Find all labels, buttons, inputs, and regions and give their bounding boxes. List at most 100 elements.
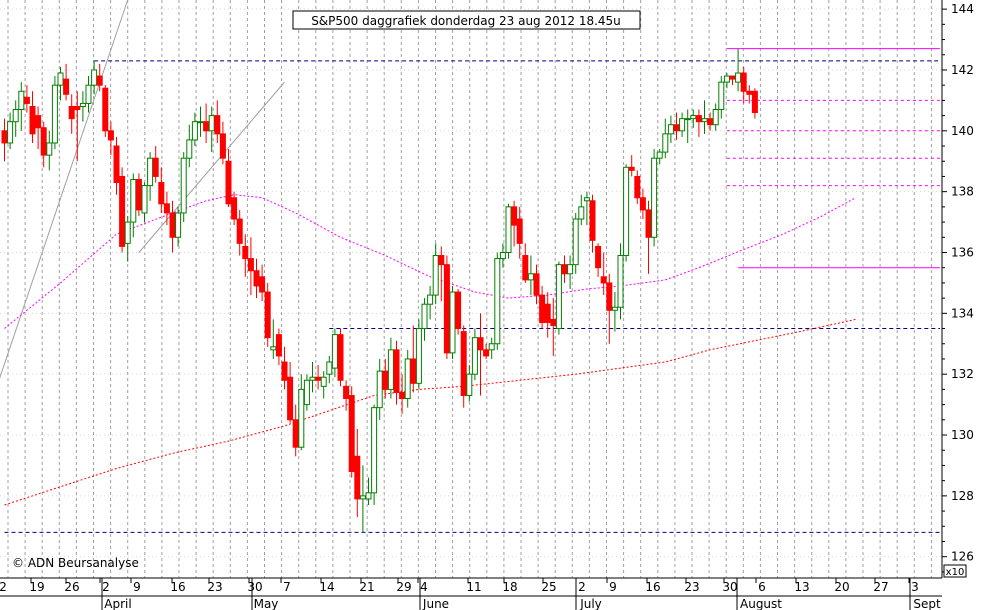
- candle-body-down: [410, 358, 417, 384]
- candle-body-down: [343, 385, 350, 400]
- candle-body-up: [79, 102, 86, 107]
- moving-average-long: [4, 318, 856, 506]
- candle-body-up: [51, 84, 58, 144]
- candle-body-down: [264, 291, 271, 339]
- x-day-label: 26: [64, 580, 79, 594]
- candle-body-up: [147, 157, 154, 187]
- candle-body-up: [499, 251, 506, 260]
- candle-body-up: [91, 69, 98, 86]
- x-day-label: 16: [645, 580, 660, 594]
- y-tick-label: 132: [951, 367, 974, 381]
- x-day-label: 23: [207, 580, 222, 594]
- candle-body-up: [180, 157, 187, 214]
- y-tick-label: 140: [951, 124, 974, 138]
- candle-body-down: [225, 160, 232, 205]
- x-axis: 2 19 26 2 9 16 23 30 7 14 21 29 4 11 18 25 2 9 16 23 30 6 13 20…: [0, 578, 941, 610]
- candle-body-up: [270, 346, 277, 351]
- candle-body-down: [68, 105, 75, 120]
- candle-body-down: [281, 361, 288, 381]
- trend-channel-lines: [0, 0, 285, 379]
- x-day-label: 19: [29, 580, 44, 594]
- candle-body-up: [488, 343, 495, 351]
- candle-body-up: [57, 72, 64, 86]
- y-tick-label: 138: [951, 185, 974, 199]
- candle-body-down: [561, 264, 568, 275]
- x-day-label: 21: [359, 580, 374, 594]
- candle-body-up: [191, 121, 198, 141]
- x-day-label: 16: [170, 580, 185, 594]
- x-month-label: May: [254, 597, 279, 610]
- x-month-label: August: [740, 597, 782, 610]
- moving-average-short: [4, 194, 856, 329]
- candle-body-up: [85, 84, 92, 104]
- candle-body-down: [158, 182, 165, 205]
- candle-body-up: [18, 90, 25, 111]
- candle-body-down: [645, 209, 652, 238]
- candle-body-down: [443, 264, 450, 354]
- candle-body-down: [107, 130, 114, 141]
- candle-body-up: [667, 124, 674, 135]
- candle-body-down: [382, 370, 389, 390]
- candle-body-down: [135, 178, 142, 211]
- candle-body-up: [432, 255, 439, 296]
- candle-body-down: [354, 455, 361, 500]
- candle-body-up: [359, 495, 366, 500]
- candle-body-up: [690, 115, 697, 120]
- candle-body-down: [23, 96, 30, 104]
- candle-body-down: [337, 334, 344, 381]
- x-day-label: 9: [133, 580, 141, 594]
- candle-body-up: [124, 221, 131, 244]
- title-box: [292, 10, 641, 30]
- candle-body-down: [606, 282, 613, 311]
- y-tick-label: 142: [951, 63, 974, 77]
- candle-body-down: [275, 334, 282, 357]
- candle-body-down: [740, 72, 747, 92]
- candle-body-down: [673, 124, 680, 132]
- x-day-label: 30: [247, 580, 262, 594]
- candle-body-down: [119, 175, 126, 247]
- candle-body-up: [12, 109, 19, 123]
- candle-body-down: [203, 121, 210, 132]
- candle-body-down: [399, 391, 406, 400]
- x-month-label: Sept: [913, 597, 941, 610]
- candle-body-down: [707, 118, 714, 126]
- candle-body-up: [623, 166, 630, 257]
- x-month-label: July: [579, 597, 602, 610]
- candle-body-up: [376, 370, 383, 409]
- candle-body-up: [186, 139, 193, 159]
- candle-body-down: [751, 90, 758, 114]
- candle-body-up: [662, 133, 669, 153]
- candle-body-down: [695, 115, 702, 123]
- candle-body-up: [712, 109, 719, 126]
- candle-body-down: [438, 255, 445, 266]
- y-tick-label: 144: [951, 2, 974, 16]
- candle-body-down: [634, 175, 641, 199]
- x-day-label: 14: [319, 580, 334, 594]
- candle-body-up: [718, 81, 725, 111]
- candle-body-up: [303, 379, 310, 406]
- x-day-label: 2: [0, 580, 7, 594]
- candle-body-up: [656, 151, 663, 159]
- y-tick-label: 134: [951, 306, 974, 320]
- candle-body-up: [7, 121, 14, 144]
- candle-body-up: [494, 258, 501, 345]
- candle-body-down: [74, 105, 81, 111]
- candle-body-up: [175, 212, 182, 238]
- candle-body-down: [163, 203, 170, 214]
- candle-body-down: [292, 419, 299, 448]
- candle-body-down: [40, 127, 47, 156]
- channel-line: [0, 0, 129, 379]
- x-day-label: 30: [722, 580, 737, 594]
- candle-body-up: [471, 337, 478, 375]
- candle-body-up: [331, 334, 338, 369]
- x-day-label: 23: [684, 580, 699, 594]
- candle-body-down: [63, 78, 70, 95]
- y-tick-label: 126: [951, 550, 974, 564]
- x-day-label: 20: [834, 580, 849, 594]
- candle-body-down: [35, 115, 42, 129]
- x-day-label: 2: [578, 580, 586, 594]
- candle-body-down: [460, 331, 467, 396]
- y-tick-label: 136: [951, 245, 974, 259]
- candle-body-up: [197, 121, 204, 124]
- candle-body-up: [578, 206, 585, 220]
